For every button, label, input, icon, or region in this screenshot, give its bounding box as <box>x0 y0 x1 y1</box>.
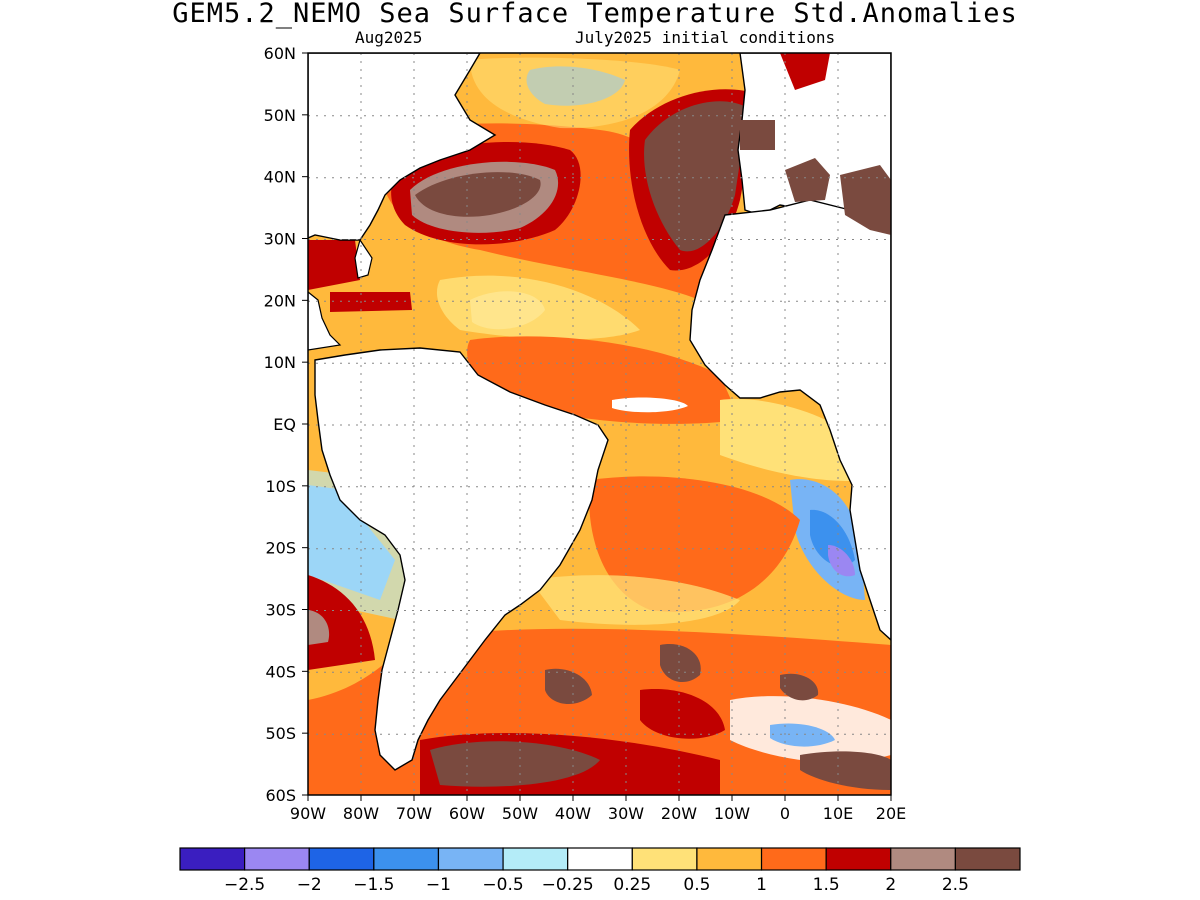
anomaly-region-s-yellow <box>530 575 740 625</box>
lon-label: 70W <box>396 804 432 823</box>
land-central-america <box>308 291 342 351</box>
colorbar-swatch <box>308 847 375 871</box>
anomaly-region-gulf-red <box>308 240 360 290</box>
colorbar-swatch <box>890 847 956 871</box>
land-uk-brown <box>740 120 775 150</box>
gridlines <box>308 53 891 795</box>
anomaly-region-so-brown-4 <box>780 673 819 701</box>
colorbar-label: −1 <box>426 875 451 895</box>
anomaly-region-na-brown <box>415 172 541 217</box>
lon-label: 10E <box>823 804 853 823</box>
lat-label: 60S <box>265 786 296 805</box>
colorbar-swatch <box>825 847 892 871</box>
colorbar-label: −2 <box>297 875 322 895</box>
lon-label: 10W <box>714 804 750 823</box>
lon-label: 0 <box>780 804 790 823</box>
lon-label: 90W <box>290 804 326 823</box>
colorbar-label: −1.5 <box>353 875 394 895</box>
colorbar-swatch <box>179 847 246 871</box>
lon-label: 20E <box>876 804 906 823</box>
lat-label: 30S <box>265 601 296 620</box>
anomaly-region-so-brown-2 <box>545 668 592 705</box>
anomaly-region-eq-white <box>612 397 688 413</box>
anomaly-region-so-brown-1 <box>430 741 600 787</box>
colorbar-label: 2 <box>885 875 896 895</box>
colorbar-label: 1.5 <box>813 875 840 895</box>
anomaly-region-subtropical-yellow <box>436 275 640 340</box>
lat-label: 50S <box>265 724 296 743</box>
latitude-labels: 60N 50N 40N 30N 20N 10N EQ 10S 20S 30S 40S 50S 60S <box>264 44 308 805</box>
lat-label: 10S <box>265 477 296 496</box>
colorbar-label: −0.5 <box>482 875 523 895</box>
map-title: GEM5.2_NEMO Sea Surface Temperature Std.… <box>172 0 1018 29</box>
lon-label: 40W <box>555 804 591 823</box>
lat-label: 10N <box>264 353 296 372</box>
anomaly-region-caribbean-red <box>330 292 412 312</box>
colorbar-swatch <box>437 847 504 871</box>
anomaly-region-so-brown-3 <box>660 644 701 683</box>
anomaly-region-subpolar-yellow <box>470 57 680 129</box>
initial-conditions-label: July2025 initial conditions <box>575 28 836 47</box>
lat-label: 20N <box>264 291 296 310</box>
lon-label: 60W <box>449 804 485 823</box>
anomaly-region-pacific-red <box>308 575 375 670</box>
anomaly-field <box>308 53 891 795</box>
colorbar-labels: −2.5 −2 −1.5 −1 −0.5 −0.25 0.25 0.5 1 1.5 2 2.5 <box>224 875 969 895</box>
longitude-labels: 90W 80W 70W 60W 50W 40W 30W 20W 10W 0 10E 20E <box>290 795 906 823</box>
lon-label: 80W <box>343 804 379 823</box>
land-iberia-brown <box>785 158 830 202</box>
colorbar-swatch <box>502 847 569 871</box>
colorbar-label: 0.25 <box>613 875 651 895</box>
land-africa <box>689 199 891 641</box>
colorbar-swatch <box>696 847 763 871</box>
anomaly-region-so-blue <box>770 723 835 747</box>
lon-label: 50W <box>502 804 538 823</box>
anomaly-region-ne-brown <box>644 101 748 252</box>
colorbar-swatch <box>373 847 440 871</box>
land-north-america <box>308 53 497 241</box>
land-florida <box>354 238 373 279</box>
lat-label: EQ <box>273 415 296 434</box>
anomaly-region-so-brown-5 <box>800 751 891 790</box>
lat-label: 50N <box>264 106 296 125</box>
anomaly-region-sw-lightblue <box>308 470 410 620</box>
lat-label: 40N <box>264 168 296 187</box>
lon-label: 20W <box>661 804 697 823</box>
land-south-america <box>314 347 609 771</box>
colorbar-swatch <box>244 847 310 871</box>
land-scandinavia-red <box>780 53 830 90</box>
colorbar-label: 2.5 <box>942 875 969 895</box>
colorbar-swatch <box>631 847 698 871</box>
lat-label: 20S <box>265 539 296 558</box>
anomaly-region-so-red-2 <box>640 689 725 739</box>
anomaly-region-pacific-brown <box>308 610 330 645</box>
colorbar-label: −0.25 <box>542 875 594 895</box>
colorbar-label: −2.5 <box>224 875 265 895</box>
colorbar-swatch <box>954 847 1021 871</box>
colorbar-label: 1 <box>756 875 767 895</box>
lat-label: 60N <box>264 44 296 63</box>
lon-label: 30W <box>608 804 644 823</box>
forecast-month: Aug2025 <box>355 28 423 47</box>
colorbar-label: 0.5 <box>683 875 710 895</box>
lat-label: 30N <box>264 230 296 249</box>
anomaly-region-eq-yellow <box>720 399 870 481</box>
land-med-brown <box>840 165 891 235</box>
colorbar <box>179 847 1021 871</box>
colorbar-swatch <box>567 847 633 871</box>
anomaly-region-benguela-violet <box>828 545 855 577</box>
lat-label: 40S <box>265 662 296 681</box>
colorbar-swatch <box>760 847 827 871</box>
